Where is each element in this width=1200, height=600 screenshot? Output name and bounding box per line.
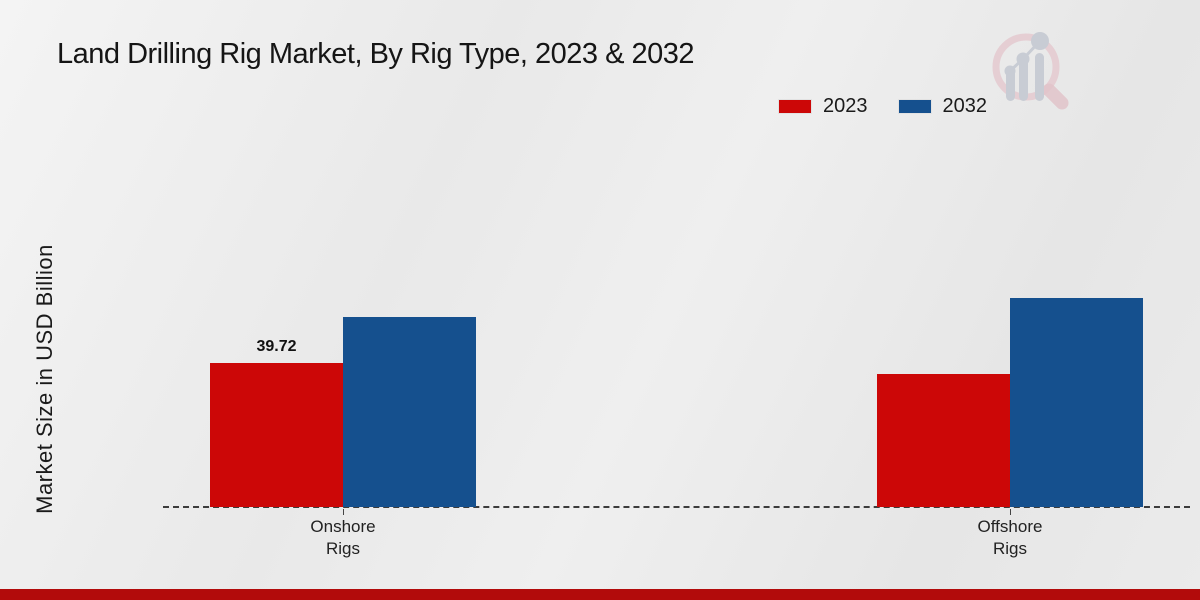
category-label-offshore: Offshore Rigs <box>977 517 1043 559</box>
legend-swatch-2032 <box>897 99 932 114</box>
legend-label-2032: 2032 <box>942 95 988 117</box>
bar-group-offshore: Offshore Rigs <box>877 298 1143 558</box>
bar-2023-offshore-rigs <box>877 374 1010 507</box>
page-title: Land Drilling Rig Market, By Rig Type, 2… <box>57 38 695 70</box>
bar-2032-onshore-rigs <box>343 317 476 507</box>
legend-swatch-2023 <box>778 99 812 114</box>
footer-accent-bar <box>0 589 1200 600</box>
bar-2032-offshore-rigs <box>1010 298 1143 507</box>
bar-group-onshore: 39.72 Onshore Rigs <box>210 317 476 558</box>
y-axis-label: Market Size in USD Billion <box>32 244 57 514</box>
bar-2023-onshore-rigs: 39.72 <box>210 338 343 507</box>
axis-tick-onshore <box>343 509 344 515</box>
x-axis-line <box>163 506 1190 508</box>
legend-item-2032: 2032 <box>897 95 988 118</box>
legend: 2023 2032 <box>778 95 987 118</box>
bar-value-label: 39.72 <box>256 338 297 355</box>
axis-tick-offshore <box>1010 509 1011 515</box>
magnifier-bar-chart-logo-icon <box>992 32 1069 110</box>
category-label-onshore: Onshore Rigs <box>310 517 376 559</box>
legend-item-2023: 2023 <box>778 95 868 118</box>
legend-label-2023: 2023 <box>823 95 868 117</box>
